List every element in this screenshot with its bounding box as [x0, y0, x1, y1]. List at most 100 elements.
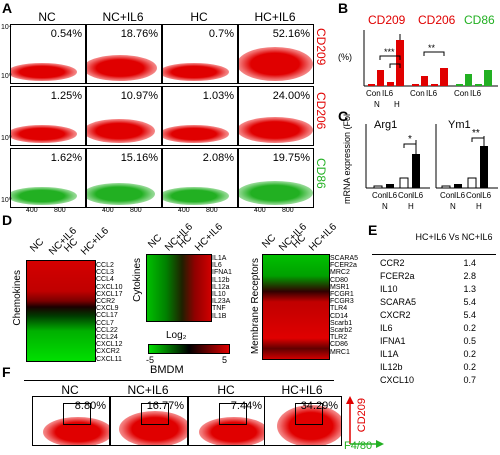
svg-text:Con: Con — [440, 191, 455, 200]
facs-percentage: 19.75% — [272, 152, 310, 164]
fold-change-table: CCR2 1.4 FCER2a 2.8 IL10 1.3 SCARA5 5.4 CXCR… — [380, 258, 476, 388]
bmdm-plot-nc-il6: 16.77% — [110, 396, 188, 446]
heatmap-membrane-receptors — [262, 254, 330, 360]
panel-e-label: E — [368, 222, 378, 238]
bar — [421, 76, 428, 86]
tick-y: 10⁰ — [1, 197, 12, 204]
group-label-cytokines: Cytokines — [132, 258, 143, 302]
table-row: IFNA1 0.5 — [380, 336, 476, 346]
svg-text:N: N — [450, 202, 456, 211]
bar — [412, 84, 419, 86]
svg-text:IL6: IL6 — [412, 191, 424, 200]
panel-b-bar-chart: CD209 CD206 CD86 (%) *** ** Con IL6 Con … — [338, 13, 498, 109]
tick-x: 400 — [102, 207, 114, 214]
facs-percentage: 1.03% — [202, 90, 234, 102]
y-axis-label: (%) — [338, 52, 352, 62]
bar — [440, 68, 448, 86]
gene-list-cytokines: IL1A IL6 IFNA1 IL12b IL12a IL10 IL23A TNF IL1B — [212, 255, 232, 320]
svg-text:Con: Con — [398, 191, 413, 200]
gene-list-chemokines: CCL2 CCL3 CCL4 CXCL10 CXCL17 CCR2 CXCL9 CCL17 CC… — [96, 262, 123, 363]
bar — [484, 70, 492, 86]
facs-plot-cd206-hc-il6: 24.00% — [238, 86, 314, 146]
svg-text:IL6: IL6 — [480, 191, 492, 200]
bmdm-divider — [24, 380, 334, 381]
legend-min: -5 — [146, 355, 155, 365]
group-label-membrane-receptors: Membrane Receptors — [250, 258, 261, 355]
svg-text:Con: Con — [454, 89, 469, 98]
bmdm-title: BMDM — [150, 364, 184, 376]
tick-x: 800 — [54, 207, 66, 214]
bar — [373, 185, 383, 189]
facs-plot-cd206-nc-il6: 10.97% — [86, 86, 162, 146]
bar — [475, 84, 482, 86]
receptors-header: NC NC+IL6 HC HC+IL6 — [260, 221, 340, 254]
sig-arg1: * — [408, 134, 412, 145]
heatmap-chemokines — [26, 260, 96, 362]
sig-cd206: ** — [428, 43, 436, 53]
panel-a-col-nc: NC — [38, 10, 56, 24]
svg-text:H: H — [476, 202, 482, 211]
facs-plot-cd209-nc-il6: 18.76% — [86, 24, 162, 84]
gene-list-receptors: SCARA5 FCER2a MRC2 CD80 MSR1 FCGR1 FCGR3 TLR4 CD… — [330, 255, 359, 356]
svg-text:IL6: IL6 — [470, 89, 482, 98]
tick-x: 400 — [178, 207, 190, 214]
bmdm-plot-nc: 8.80% — [32, 396, 110, 446]
tick-x: 400 — [254, 207, 266, 214]
bar — [386, 184, 394, 188]
table-row: IL12b 0.2 — [380, 362, 476, 372]
tick-y: 10⁰ — [1, 135, 12, 142]
bar — [456, 84, 463, 86]
axis-arrows — [346, 396, 384, 448]
facs-plot-cd86-hc: 2.08% — [162, 148, 238, 208]
tick-y: 10⁴ — [1, 24, 12, 31]
svg-text:Con: Con — [366, 89, 381, 98]
title-cd86: CD86 — [464, 13, 495, 27]
cytokines-header: NC NC+IL6 HC HC+IL6 — [146, 221, 226, 254]
bmdm-percentage: 34.29% — [300, 400, 338, 412]
panel-a-col-hc-il6: HC+IL6 — [254, 10, 296, 24]
table-row: CCR2 1.4 — [380, 258, 476, 268]
table-row: IL6 0.2 — [380, 323, 476, 333]
tick-x: 800 — [206, 207, 218, 214]
svg-text:IL6: IL6 — [454, 191, 466, 200]
tick-x: 800 — [130, 207, 142, 214]
bar — [467, 177, 477, 189]
table-row: IL10 1.3 — [380, 284, 476, 294]
bar — [412, 154, 420, 188]
bar — [454, 184, 462, 188]
svg-text:IL6: IL6 — [426, 89, 438, 98]
facs-plot-cd209-hc: 0.7% — [162, 24, 238, 84]
y-axis-label: mRNA expression (Fold change) — [342, 114, 352, 204]
svg-text:N: N — [374, 100, 380, 109]
panel-f-col-hc: HC — [217, 383, 235, 397]
legend-title: Log₂ — [166, 330, 187, 341]
svg-text:N: N — [382, 202, 388, 211]
sig-ym1: ** — [472, 128, 480, 139]
row-label-cd209: CD209 — [314, 28, 328, 66]
table-row: SCARA5 5.4 — [380, 297, 476, 307]
svg-text:Con: Con — [410, 89, 425, 98]
bar — [465, 74, 472, 86]
bmdm-percentage: 7.44% — [230, 400, 262, 412]
bmdm-plot-hc: 7.44% — [188, 396, 266, 446]
title-cd209: CD209 — [368, 13, 406, 27]
row-label-cd86: CD86 — [314, 158, 328, 189]
facs-percentage: 24.00% — [272, 90, 310, 102]
table-row: IL1A 0.2 — [380, 349, 476, 359]
row-label-cd206: CD206 — [314, 92, 328, 130]
svg-text:Con: Con — [372, 191, 387, 200]
facs-plot-cd209-nc: 0.54% — [10, 24, 86, 84]
heatmap-cytokines — [146, 254, 212, 322]
table-divider — [372, 254, 496, 255]
bmdm-percentage: 8.80% — [74, 400, 106, 412]
tick-x: 400 — [26, 207, 38, 214]
legend-max: 5 — [222, 355, 228, 365]
bar — [441, 185, 451, 189]
facs-plot-cd206-hc: 1.03% — [162, 86, 238, 146]
facs-percentage: 2.08% — [202, 152, 234, 164]
svg-text:H: H — [394, 100, 400, 109]
table-row: CXCL10 0.7 — [380, 375, 476, 385]
color-scale-legend — [148, 344, 230, 354]
facs-percentage: 52.16% — [272, 28, 310, 40]
table-row: FCER2a 2.8 — [380, 271, 476, 281]
